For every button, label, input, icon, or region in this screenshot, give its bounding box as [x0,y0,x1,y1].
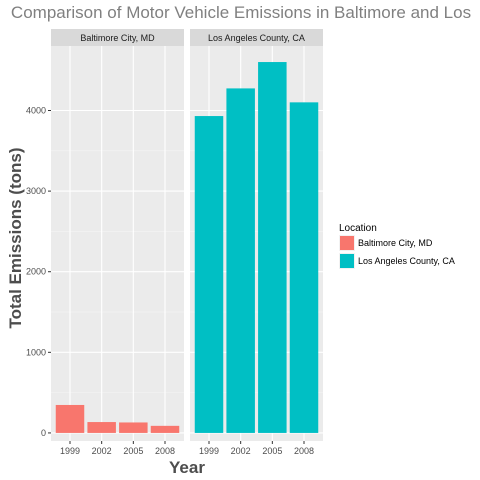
bar [119,422,148,433]
x-tick-label: 2008 [294,446,314,456]
facet-strip-label: Los Angeles County, CA [208,33,305,43]
x-tick-label: 1999 [60,446,80,456]
x-tick-label: 1999 [199,446,219,456]
x-tick-label: 2005 [123,446,143,456]
y-tick-label: 3000 [26,186,46,196]
facet-strip [190,29,323,46]
x-tick-label: 2008 [155,446,175,456]
legend-label: Baltimore City, MD [358,238,433,248]
legend-label: Los Angeles County, CA [358,256,455,266]
facet-strip-label: Baltimore City, MD [80,33,155,43]
y-tick-label: 1000 [26,347,46,357]
y-tick-label: 2000 [26,267,46,277]
x-tick-label: 2005 [262,446,282,456]
bar [258,62,287,433]
legend-title: Location [339,223,377,234]
facet-panel: Baltimore City, MD 1999 2002 2005 2008 [51,29,184,456]
facet-panel: Los Angeles County, CA 1999 2002 2005 2008 [190,29,323,456]
legend: Location Baltimore City, MD Los Angeles C… [339,223,455,269]
x-axis-title: Year [169,458,205,477]
bar [226,88,255,433]
x-tick-label: 2002 [231,446,251,456]
y-axis-title: Total Emissions (tons) [6,147,25,328]
bar [55,404,85,433]
y-axis: 0 1000 2000 3000 4000 [26,105,51,438]
bar [194,116,224,433]
chart-title: Comparison of Motor Vehicle Emissions in… [11,3,471,22]
bar [289,102,319,433]
y-tick-label: 0 [41,428,46,438]
bar [150,425,180,433]
facet-strip [51,29,184,46]
panel-background [51,46,184,441]
x-tick-label: 2002 [92,446,112,456]
bar [87,422,116,433]
legend-swatch [340,236,354,250]
legend-swatch [340,254,354,268]
y-tick-label: 4000 [26,105,46,115]
